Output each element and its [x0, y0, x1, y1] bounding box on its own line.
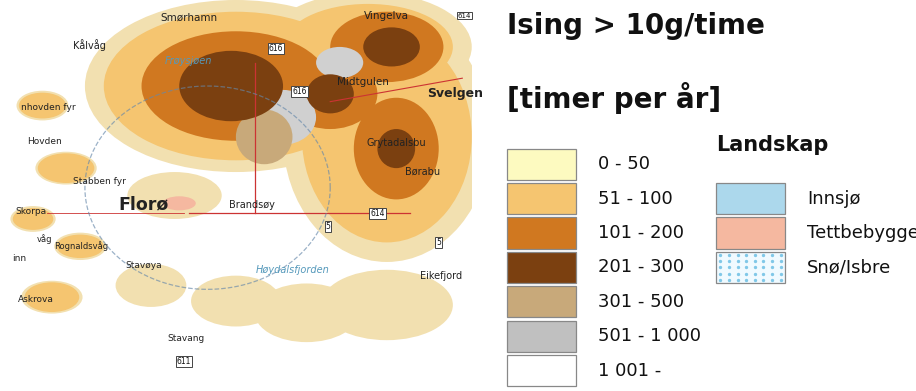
- Text: 616: 616: [292, 87, 307, 97]
- Bar: [507, 355, 576, 386]
- Text: 0 - 50: 0 - 50: [598, 155, 650, 173]
- Ellipse shape: [354, 98, 439, 199]
- Ellipse shape: [19, 93, 66, 118]
- Text: 1 001 -: 1 001 -: [598, 362, 661, 380]
- Text: Rognaldsvåg: Rognaldsvåg: [54, 241, 108, 251]
- Text: Tettbebyggelse: Tettbebyggelse: [807, 224, 916, 242]
- Ellipse shape: [57, 235, 104, 258]
- Ellipse shape: [255, 283, 358, 342]
- Ellipse shape: [85, 0, 387, 172]
- Bar: [716, 183, 785, 214]
- Bar: [507, 183, 576, 214]
- Text: Kålvåg: Kålvåg: [73, 39, 106, 51]
- Ellipse shape: [25, 282, 80, 312]
- Text: Florø: Florø: [119, 195, 169, 213]
- Ellipse shape: [283, 59, 377, 129]
- Ellipse shape: [302, 31, 472, 242]
- Ellipse shape: [250, 90, 316, 145]
- Text: 5: 5: [325, 222, 331, 231]
- Ellipse shape: [13, 208, 53, 230]
- Ellipse shape: [316, 47, 364, 78]
- Ellipse shape: [180, 51, 283, 121]
- Ellipse shape: [283, 12, 491, 262]
- Ellipse shape: [104, 12, 368, 160]
- Ellipse shape: [16, 91, 69, 120]
- Text: 301 - 500: 301 - 500: [598, 293, 684, 311]
- Ellipse shape: [236, 109, 292, 164]
- Text: inn: inn: [12, 253, 26, 263]
- Text: Stabben fyr: Stabben fyr: [72, 177, 125, 187]
- Ellipse shape: [127, 172, 222, 219]
- Bar: [507, 252, 576, 283]
- Ellipse shape: [330, 12, 443, 82]
- Bar: [716, 217, 785, 249]
- Ellipse shape: [283, 4, 453, 90]
- Text: Midtgulen: Midtgulen: [337, 77, 389, 87]
- Text: nhovden fyr: nhovden fyr: [21, 103, 76, 112]
- Ellipse shape: [21, 281, 82, 314]
- Text: Innsjø: Innsjø: [807, 190, 861, 208]
- Ellipse shape: [115, 264, 186, 307]
- Text: Snø/Isbre: Snø/Isbre: [807, 258, 891, 276]
- Ellipse shape: [141, 31, 330, 141]
- Ellipse shape: [54, 233, 106, 260]
- Ellipse shape: [163, 196, 196, 210]
- Ellipse shape: [10, 206, 56, 232]
- Bar: [507, 149, 576, 180]
- Ellipse shape: [264, 0, 472, 102]
- Text: Landskap: Landskap: [716, 135, 828, 155]
- Text: Børabu: Børabu: [405, 167, 440, 177]
- Text: Frøysjøen: Frøysjøen: [165, 56, 213, 66]
- Text: Stavøya: Stavøya: [125, 261, 162, 271]
- Text: Hovden: Hovden: [27, 137, 62, 146]
- Bar: [507, 217, 576, 249]
- Ellipse shape: [191, 276, 280, 326]
- Text: Askrova: Askrova: [17, 294, 53, 304]
- Text: Stavang: Stavang: [168, 334, 205, 343]
- Text: Svelgen: Svelgen: [427, 87, 484, 100]
- Text: 5: 5: [436, 238, 442, 247]
- Text: 614: 614: [458, 13, 472, 19]
- Text: Brandsøy: Brandsøy: [229, 200, 276, 210]
- Text: 614: 614: [370, 208, 385, 218]
- Text: Eikefjord: Eikefjord: [420, 271, 463, 281]
- Text: våg: våg: [37, 234, 52, 244]
- Text: Vingelva: Vingelva: [365, 11, 409, 21]
- Text: Smørhamn: Smørhamn: [160, 13, 217, 23]
- Text: [timer per år]: [timer per år]: [507, 82, 722, 114]
- Bar: [716, 252, 785, 283]
- Bar: [507, 321, 576, 352]
- Text: 611: 611: [177, 357, 191, 366]
- Text: 51 - 100: 51 - 100: [598, 190, 673, 208]
- Ellipse shape: [364, 27, 420, 66]
- Ellipse shape: [307, 74, 354, 113]
- Text: 501 - 1 000: 501 - 1 000: [598, 327, 702, 345]
- Text: 616: 616: [268, 44, 283, 54]
- Text: 101 - 200: 101 - 200: [598, 224, 684, 242]
- Ellipse shape: [38, 153, 94, 183]
- Bar: [507, 286, 576, 317]
- Ellipse shape: [321, 270, 453, 340]
- Text: Ising > 10g/time: Ising > 10g/time: [507, 12, 765, 40]
- Ellipse shape: [36, 152, 97, 185]
- Text: 201 - 300: 201 - 300: [598, 258, 684, 276]
- Text: Skorpa: Skorpa: [15, 207, 46, 217]
- Ellipse shape: [377, 129, 415, 168]
- Text: Høydalsfjorden: Høydalsfjorden: [256, 265, 330, 275]
- Text: Grytadalsbu: Grytadalsbu: [366, 138, 426, 148]
